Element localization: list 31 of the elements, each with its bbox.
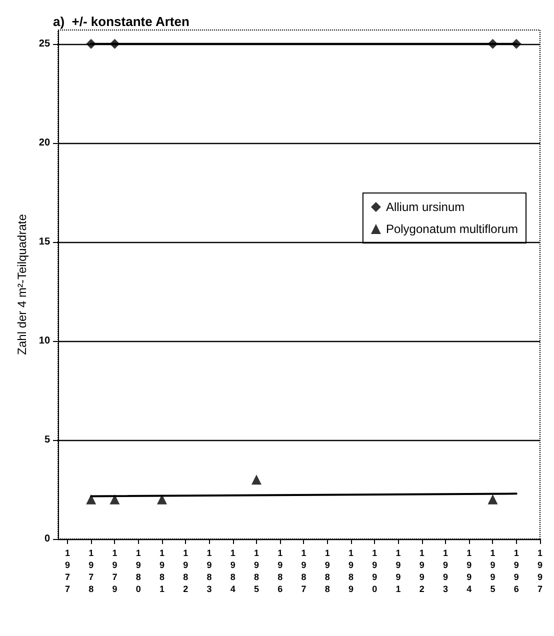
x-tick-label: 1 9 9 6 xyxy=(514,548,519,594)
x-tick-label: 1 9 9 4 xyxy=(466,548,472,594)
y-tick-label: 5 xyxy=(44,434,50,446)
chart-title: a) +/- konstante Arten xyxy=(53,14,190,29)
y-tick-label: 25 xyxy=(38,38,50,50)
x-tick-label: 1 9 7 9 xyxy=(112,548,118,594)
x-tick-label: 1 9 7 7 xyxy=(64,548,70,594)
x-tick-label: 1 9 8 1 xyxy=(159,548,164,594)
x-tick-label: 1 9 8 9 xyxy=(348,548,354,594)
x-tick-label: 1 9 8 3 xyxy=(206,548,212,594)
x-tick-label: 1 9 9 1 xyxy=(396,548,401,594)
x-tick-label: 1 9 7 8 xyxy=(88,548,94,594)
x-tick-label: 1 9 8 5 xyxy=(254,548,259,594)
x-tick-label: 1 9 9 7 xyxy=(537,548,543,594)
y-tick-label: 0 xyxy=(44,534,50,544)
y-tick-label: 15 xyxy=(38,236,50,248)
x-tick-label: 1 9 8 4 xyxy=(230,548,236,594)
x-tick-label: 1 9 9 3 xyxy=(442,548,448,594)
x-tick-label: 1 9 9 0 xyxy=(372,548,378,594)
x-tick-label: 1 9 8 7 xyxy=(301,548,306,594)
x-tick-label: 1 9 8 8 xyxy=(324,548,330,594)
y-tick-label: 20 xyxy=(38,137,50,148)
x-tick-label: 1 9 9 2 xyxy=(419,548,424,594)
legend-label: Polygonatum multiflorum xyxy=(386,222,518,236)
legend-label: Allium ursinum xyxy=(386,200,465,214)
x-tick-label: 1 9 8 0 xyxy=(136,548,141,594)
y-axis-title: Zahl der 4 m²-Teilquadrate xyxy=(15,214,29,355)
x-tick-label: 1 9 8 2 xyxy=(183,548,188,594)
x-tick-label: 1 9 9 5 xyxy=(490,548,496,594)
y-tick-label: 10 xyxy=(38,335,50,346)
x-tick-label: 1 9 8 6 xyxy=(278,548,283,594)
